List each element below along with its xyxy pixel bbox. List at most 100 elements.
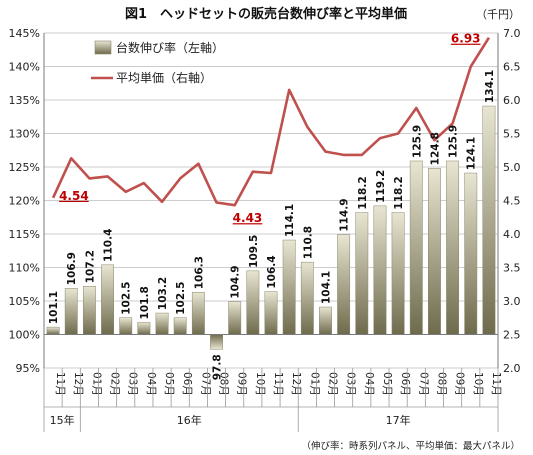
bar: [482, 105, 496, 335]
bar: [373, 205, 387, 335]
bar-value-label: 101.8: [139, 286, 151, 319]
bar: [428, 168, 441, 335]
x-tick-label: 11月: [272, 372, 284, 396]
line-series: [51, 37, 491, 207]
x-tick-label: 02月: [326, 372, 338, 396]
bar-value-label: 103.2: [157, 277, 169, 310]
bar-value-label: 114.1: [284, 204, 296, 237]
x-tick-label: 01月: [308, 372, 320, 396]
legend: 台数伸び率（左軸） 平均単価（右軸）: [91, 40, 224, 85]
bar: [319, 306, 332, 335]
bar-value-label: 118.2: [393, 176, 405, 209]
bar-value-label: 102.5: [175, 282, 187, 315]
bar-value-label: 97.8: [212, 354, 224, 380]
bar-value-label: 106.9: [66, 252, 78, 285]
x-tick-label: 06月: [181, 372, 193, 396]
x-tick-label: 11月: [54, 372, 66, 396]
x-tick-labels: 11月 12月 01月 02月 03月 04月 05月 06月 07月 08月 09月 10月 11月 1…: [54, 372, 502, 396]
right-tick-label: 2.5: [503, 329, 521, 342]
bar-value-label: 106.4: [266, 255, 278, 288]
bar-value-label: 107.2: [84, 250, 96, 283]
legend-bar-label: 台数伸び率（左軸）: [116, 40, 224, 55]
x-tick-label: 04月: [145, 372, 157, 396]
price-annotation: 4.54: [59, 189, 89, 203]
left-tick-label: 105%: [9, 295, 40, 308]
bar-value-label: 109.5: [248, 235, 260, 268]
right-tick-label: 3.5: [503, 262, 521, 275]
x-tick-label: 03月: [127, 372, 139, 396]
bar: [137, 322, 151, 335]
x-tick-label: 08月: [435, 372, 447, 396]
bar: [300, 261, 314, 335]
x-tick-label: 02月: [109, 372, 121, 396]
bar: [246, 270, 260, 335]
bar: [155, 312, 169, 335]
bar-value-label: 125.9: [411, 125, 423, 158]
x-tick-label: 04月: [363, 372, 375, 396]
bar-value-label: 104.9: [230, 265, 242, 298]
bar: [228, 301, 242, 335]
bar-value-label: 124.1: [466, 137, 478, 170]
bar: [191, 292, 205, 335]
left-tick-label: 140%: [9, 61, 40, 74]
right-tick-label: 4.5: [503, 195, 521, 208]
bar-value-label: 125.9: [448, 125, 460, 158]
bar-value-label: 104.1: [320, 271, 332, 304]
year-label: 16年: [177, 413, 202, 427]
bar-value-label: 101.1: [48, 291, 60, 324]
axes: 95% 2.0 100% 2.5 105% 3.0 110% 3.5 115% 4.0 120% 4.…: [9, 27, 521, 432]
left-tick-label: 125%: [9, 161, 40, 174]
bar-value-label: 102.5: [121, 282, 133, 315]
bar: [82, 286, 96, 335]
data-labels: 101.1 106.9 107.2 110.4 102.5 101.8 103.2 102.5…: [48, 32, 496, 381]
footnote: （伸び率：時系列パネル、平均単価：最大パネル）: [301, 440, 520, 452]
right-tick-label: 2.0: [503, 362, 521, 375]
bar: [264, 291, 278, 335]
bar-value-label: 106.3: [193, 256, 205, 289]
bar: [210, 334, 223, 350]
x-tick-label: 06月: [399, 372, 411, 396]
bar-value-label: 114.9: [339, 198, 351, 231]
bar: [173, 317, 187, 335]
right-tick-label: 7.0: [503, 27, 521, 40]
x-tick-label: 09月: [454, 372, 466, 396]
bar: [119, 317, 133, 335]
x-tick-label: 12月: [72, 372, 84, 396]
x-tick-label: 05月: [163, 372, 175, 396]
x-tick-label: 09月: [236, 372, 248, 396]
x-tick-label: 10月: [472, 372, 484, 396]
x-tick-label: 05月: [381, 372, 393, 396]
x-tick-label: 07月: [417, 372, 429, 396]
left-tick-label: 110%: [9, 262, 40, 275]
left-tick-label: 120%: [9, 195, 40, 208]
left-tick-label: 95%: [16, 362, 40, 375]
left-tick-label: 130%: [9, 128, 40, 141]
bar: [464, 172, 478, 335]
bar: [64, 288, 78, 335]
bar-value-label: 119.2: [375, 170, 387, 203]
year-label: 17年: [386, 413, 411, 427]
bar-value-label: 110.8: [302, 226, 314, 259]
bar: [391, 212, 405, 335]
bar-value-label: 124.8: [429, 132, 441, 165]
left-tick-label: 135%: [9, 94, 40, 107]
bar: [355, 212, 369, 335]
bar-value-label: 118.2: [357, 176, 369, 209]
bars: [46, 105, 496, 350]
bar: [282, 239, 296, 335]
x-tick-label: 08月: [218, 372, 230, 396]
right-axis-unit: （千円）: [476, 8, 520, 21]
x-tick-label: 07月: [199, 372, 211, 396]
right-tick-label: 6.5: [503, 61, 521, 74]
bar: [337, 234, 351, 335]
x-tick-label: 10月: [254, 372, 266, 396]
bar-value-label: 110.4: [103, 229, 115, 262]
right-tick-label: 5.5: [503, 128, 521, 141]
year-label: 15年: [50, 413, 75, 427]
x-tick-label: 03月: [345, 372, 357, 396]
left-tick-label: 145%: [9, 27, 40, 40]
x-tick-label: 01月: [90, 372, 102, 396]
x-tick-label: 12月: [290, 372, 302, 396]
bar: [409, 160, 423, 335]
bar-value-label: 134.1: [484, 70, 496, 103]
